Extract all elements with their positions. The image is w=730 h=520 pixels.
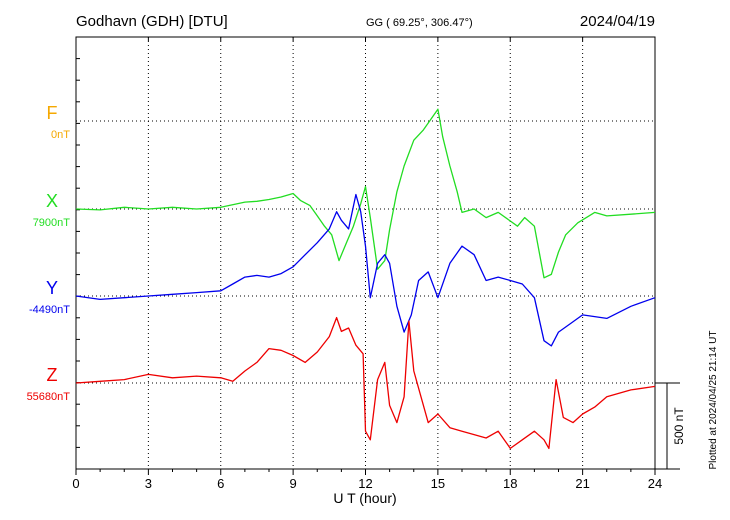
series-line-y <box>75 193 656 347</box>
series-name-f: F <box>47 103 58 123</box>
scale-bar-label: 500 nT <box>672 407 686 445</box>
axis-ticks: 0 3 6 9 12 15 18 21 24 <box>72 36 662 491</box>
plotted-at-note: Plotted at 2024/04/25 21:14 UT <box>708 331 719 470</box>
x-tick-label: 12 <box>358 476 372 491</box>
series-line-x <box>75 108 656 279</box>
x-tick-label: 18 <box>503 476 517 491</box>
x-axis-label: U T (hour) <box>333 490 396 506</box>
series-name-y: Y <box>46 278 58 298</box>
scale-bar: 500 nT <box>655 382 686 470</box>
component-labels: F 0nT X 7900nT Y -4490nT Z 55680nT <box>27 103 71 403</box>
station-title: Godhavn (GDH) [DTU] <box>76 13 228 30</box>
x-tick-label: 0 <box>72 476 79 491</box>
x-tick-label: 3 <box>145 476 152 491</box>
x-tick-label: 6 <box>217 476 224 491</box>
baseline-label-y: -4490nT <box>29 304 70 316</box>
series-name-z: Z <box>47 365 58 385</box>
series-name-x: X <box>46 191 58 211</box>
baseline-label-f: 0nT <box>51 129 70 141</box>
series-line-z <box>75 316 656 450</box>
x-tick-label: 21 <box>575 476 589 491</box>
baseline-label-x: 7900nT <box>33 217 71 229</box>
station-coordinates: GG ( 69.25°, 306.47°) <box>366 17 473 29</box>
series-lines <box>75 108 656 450</box>
x-tick-label: 24 <box>648 476 662 491</box>
x-tick-label: 15 <box>431 476 445 491</box>
baseline-label-z: 55680nT <box>27 391 71 403</box>
plot-date: 2024/04/19 <box>580 13 655 30</box>
x-tick-label: 9 <box>290 476 297 491</box>
